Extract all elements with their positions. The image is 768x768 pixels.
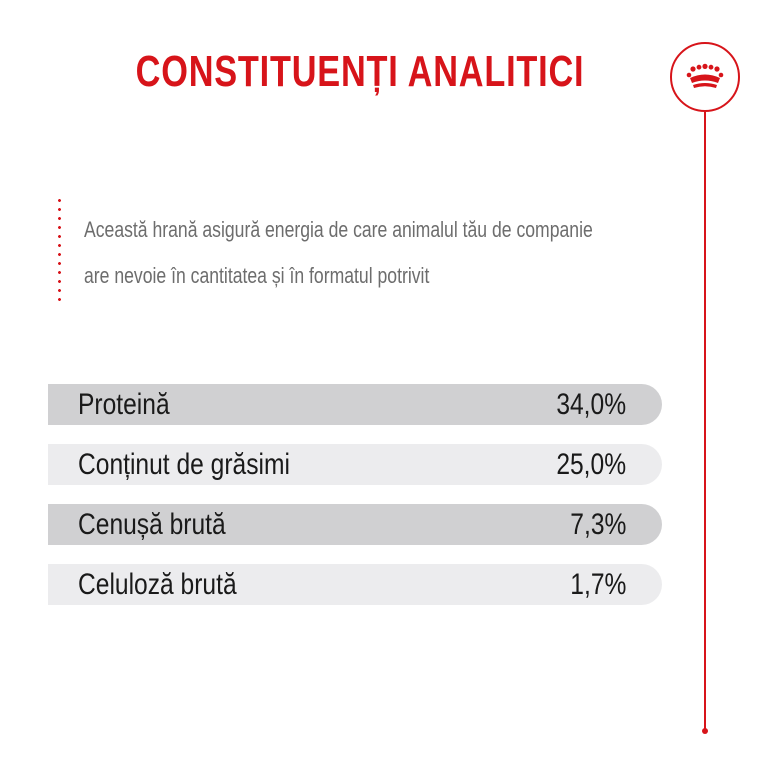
constituent-label: Cenușă brută (78, 507, 226, 541)
constituent-label: Proteină (78, 387, 170, 421)
constituent-row-ash: Cenușă brută 7,3% (48, 504, 662, 545)
constituent-value: 7,3% (569, 507, 626, 541)
dotted-accent-line (58, 196, 61, 302)
constituent-label: Conținut de grăsimi (78, 447, 290, 481)
constituent-row-fat: Conținut de grăsimi 25,0% (48, 444, 662, 485)
constituent-value: 1,7% (569, 567, 626, 601)
constituents-table: Proteină 34,0% Conținut de grăsimi 25,0%… (48, 384, 662, 624)
brand-logo (670, 42, 740, 112)
constituent-row-protein: Proteină 34,0% (48, 384, 662, 425)
vertical-line-end-dot (702, 728, 708, 734)
constituent-label: Celuloză brută (78, 567, 237, 601)
constituent-row-fiber: Celuloză brută 1,7% (48, 564, 662, 605)
intro-line-2: are nevoie în cantitatea și în formatul … (84, 263, 430, 288)
constituent-value: 34,0% (556, 387, 626, 421)
intro-line-1: Această hrană asigură energia de care an… (84, 217, 593, 242)
decorative-vertical-line (704, 112, 706, 732)
constituent-value: 25,0% (556, 447, 626, 481)
crown-icon (686, 63, 724, 88)
intro-text: Această hrană asigură energia de care an… (84, 207, 660, 299)
page-title: CONSTITUENȚI ANALITICI (135, 47, 585, 96)
